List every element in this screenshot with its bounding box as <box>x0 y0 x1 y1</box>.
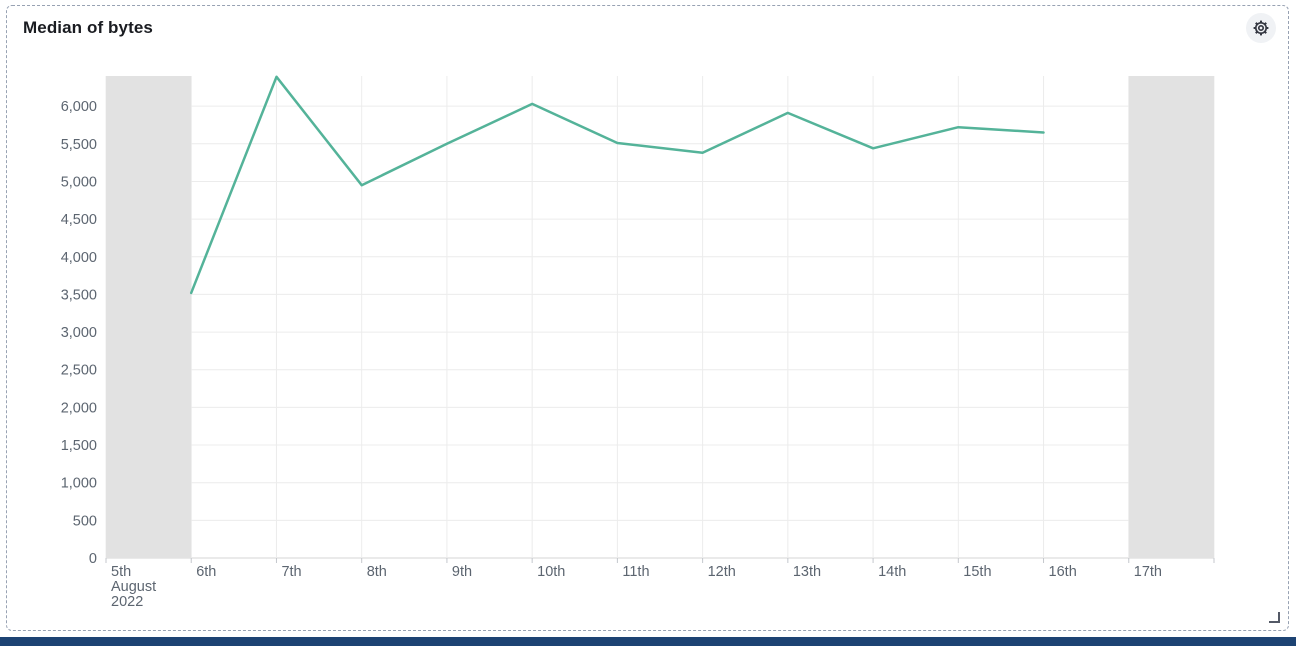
y-tick-label: 6,000 <box>61 99 97 115</box>
x-tick-label: 12th <box>708 564 736 580</box>
y-tick-label: 0 <box>89 551 97 567</box>
x-tick-label: 13th <box>793 564 821 580</box>
x-tick-label: 15th <box>963 564 991 580</box>
panel-resize-handle[interactable] <box>1269 612 1280 623</box>
x-tick-label: 10th <box>537 564 565 580</box>
y-tick-label: 3,000 <box>61 325 97 341</box>
y-tick-label: 5,500 <box>61 137 97 153</box>
y-tick-label: 3,500 <box>61 287 97 303</box>
x-tick-sublabel: 2022 <box>111 594 143 610</box>
panel-header: Median of bytes <box>7 6 1288 50</box>
x-tick-label: 16th <box>1049 564 1077 580</box>
y-tick-label: 4,000 <box>61 250 97 266</box>
y-tick-label: 1,500 <box>61 438 97 454</box>
y-tick-label: 4,500 <box>61 212 97 228</box>
x-tick-label: 7th <box>281 564 301 580</box>
x-tick-sublabel: August <box>111 579 156 595</box>
x-tick-label: 8th <box>367 564 387 580</box>
visualization-panel[interactable]: Median of bytes <box>6 5 1289 631</box>
x-tick-label: 17th <box>1134 564 1162 580</box>
x-tick-label: 11th <box>622 564 649 580</box>
line-chart-svg[interactable]: 0 500 1,000 1,500 2,000 2,500 3,000 3,500 4,000 4… <box>9 49 1289 627</box>
x-tick-label: 14th <box>878 564 906 580</box>
panel-title: Median of bytes <box>23 18 153 37</box>
y-tick-label: 500 <box>73 513 97 529</box>
x-tick-label: 9th <box>452 564 472 580</box>
gear-icon <box>1253 20 1269 36</box>
partial-data-band <box>106 76 192 558</box>
x-tick-label: 5th <box>111 564 131 580</box>
y-tick-label: 2,500 <box>61 363 97 379</box>
partial-data-band <box>1128 76 1214 558</box>
x-tick-label: 6th <box>196 564 216 580</box>
y-tick-label: 1,000 <box>61 476 97 492</box>
y-tick-label: 2,000 <box>61 400 97 416</box>
series-line <box>189 75 1045 295</box>
panel-settings-button[interactable] <box>1246 13 1276 43</box>
y-tick-label: 5,000 <box>61 174 97 190</box>
bottom-panel-strip <box>0 637 1296 646</box>
